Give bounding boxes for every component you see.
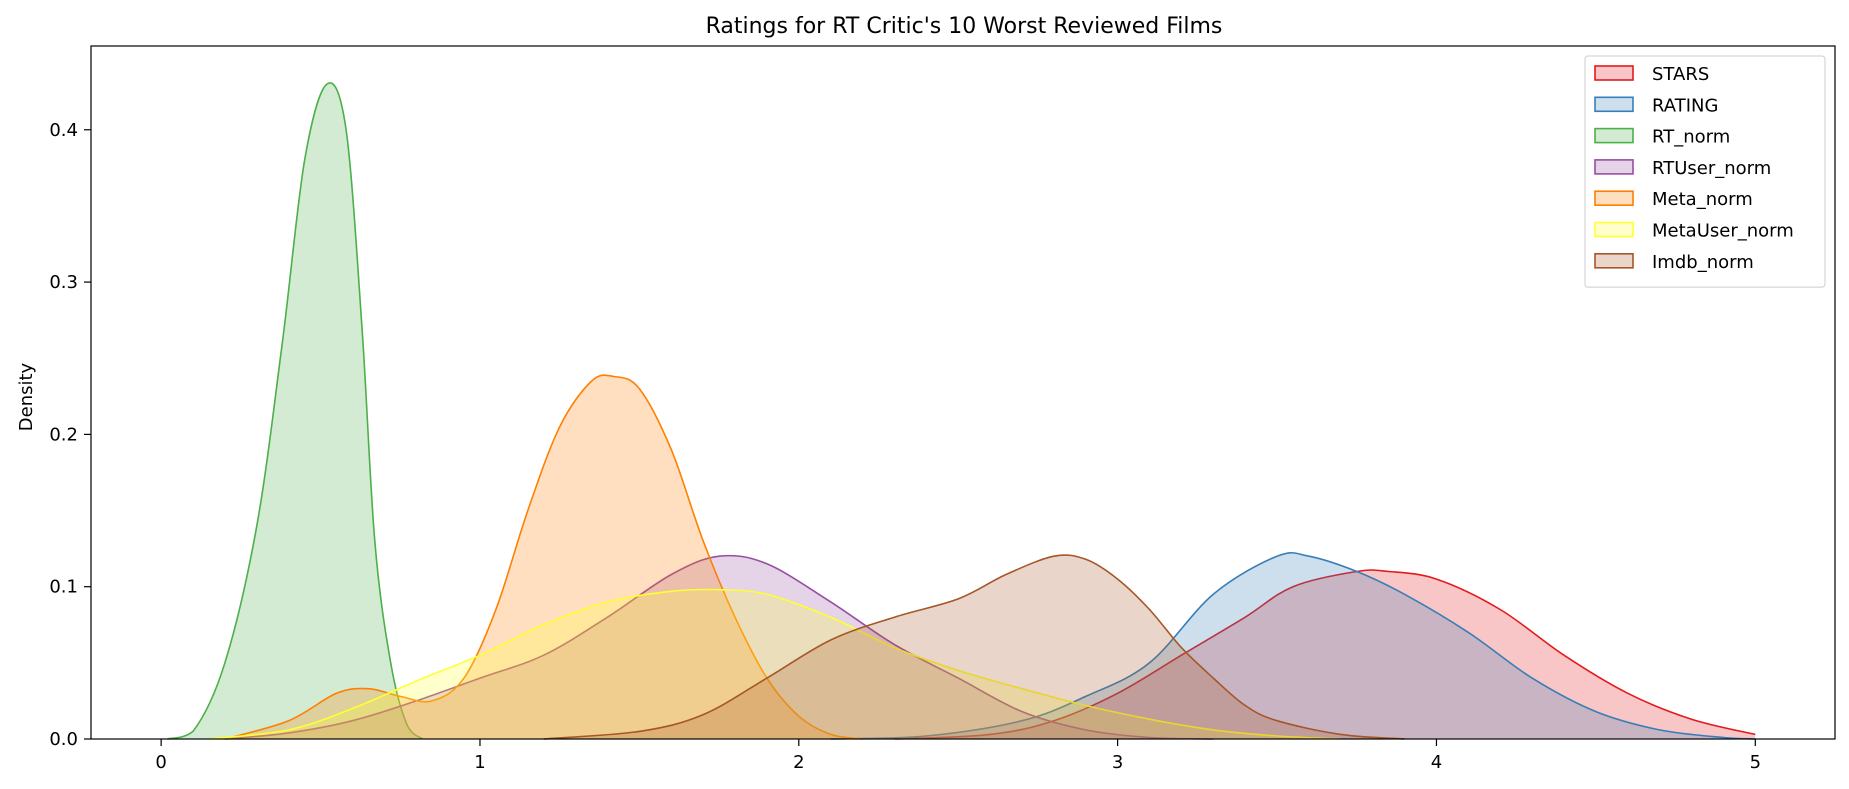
plot-frame [90,45,1836,740]
legend-swatch-metauser-norm [1594,221,1634,238]
series-line-rt-norm [167,82,424,740]
legend-swatch-stars [1594,65,1634,81]
x-tick-label: 4 [1431,752,1442,773]
series-area-meta-norm [224,375,863,739]
legend-swatch-rtuser-norm [1594,159,1634,175]
y-axis-label: Density [16,362,37,431]
series-line-rtuser-norm [224,554,1214,740]
x-tick-label: 5 [1750,752,1761,773]
series-area-rating [830,552,1756,739]
legend: STARS RATING RT_norm RTUser_norm Meta_norm Me… [1584,55,1826,288]
series-area-rtuser-norm [224,555,1214,739]
series-line-imdb-norm [543,554,1405,740]
series-line-metauser-norm [208,588,1341,740]
legend-swatch-meta-norm [1594,190,1634,206]
legend-label-rtuser-norm: RTUser_norm [1652,158,1771,179]
legend-swatch-imdb-norm [1594,253,1634,269]
legend-swatch-rating [1594,96,1634,113]
series-line-meta-norm [224,374,863,740]
series-area-imdb-norm [543,555,1405,739]
x-axis: 0 1 2 3 4 5 [155,739,1761,773]
series-layer [167,82,1756,740]
legend-label-meta-norm: Meta_norm [1652,189,1753,210]
series-area-metauser-norm [209,589,1341,739]
series-line-rating [830,551,1756,740]
x-tick-label: 3 [1112,752,1123,773]
y-tick-label: 0.0 [49,729,78,750]
legend-label-rt-norm: RT_norm [1652,127,1730,148]
legend-label-stars: STARS [1652,64,1709,85]
legend-box [1584,55,1826,288]
series-area-stars [894,569,1756,739]
legend-swatch-rt-norm [1594,127,1634,144]
y-axis: 0.0 0.1 0.2 0.3 0.4 [49,120,91,750]
y-tick-label: 0.3 [49,272,78,293]
x-tick-label: 0 [155,752,166,773]
legend-label-rating: RATING [1652,95,1718,116]
y-tick-label: 0.2 [49,424,78,445]
legend-label-metauser-norm: MetaUser_norm [1652,221,1794,242]
series-area-rt-norm [167,82,423,740]
y-tick-label: 0.4 [49,120,78,141]
y-tick-label: 0.1 [49,577,78,598]
x-tick-label: 1 [474,752,485,773]
x-tick-label: 2 [793,752,804,773]
chart-title: Ratings for RT Critic's 10 Worst Reviewe… [706,14,1223,39]
legend-label-imdb-norm: Imdb_norm [1652,252,1754,273]
